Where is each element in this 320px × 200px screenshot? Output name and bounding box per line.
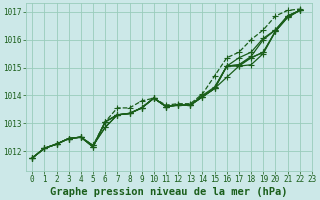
X-axis label: Graphe pression niveau de la mer (hPa): Graphe pression niveau de la mer (hPa)	[50, 186, 288, 197]
